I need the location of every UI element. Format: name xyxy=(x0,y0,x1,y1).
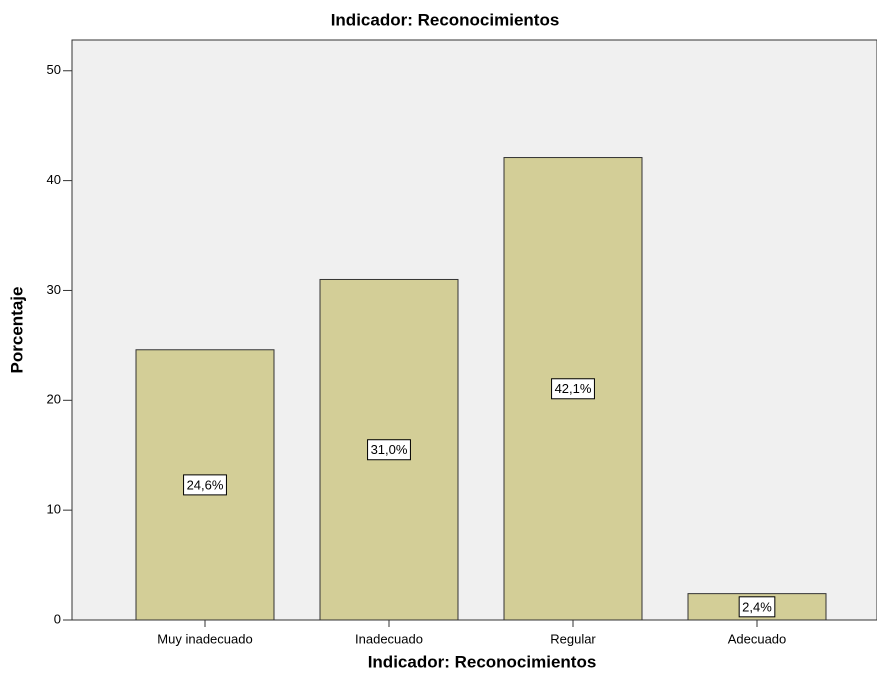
value-label: 31,0% xyxy=(371,442,408,457)
value-label: 24,6% xyxy=(187,477,224,492)
value-label: 42,1% xyxy=(555,381,592,396)
x-tick-label: Inadecuado xyxy=(355,631,423,646)
value-label: 2,4% xyxy=(742,599,772,614)
x-axis-label: Indicador: Reconocimientos xyxy=(368,652,597,671)
x-tick-label: Adecuado xyxy=(728,631,787,646)
x-tick-label: Muy inadecuado xyxy=(157,631,252,646)
chart-title: Indicador: Reconocimientos xyxy=(331,10,560,29)
value-label-box xyxy=(738,596,776,618)
y-tick-label: 50 xyxy=(47,62,61,77)
y-axis-label: Porcentaje xyxy=(7,287,26,374)
y-tick-label: 0 xyxy=(54,611,61,626)
y-tick-label: 10 xyxy=(47,502,61,517)
y-tick-label: 20 xyxy=(47,392,61,407)
x-tick-label: Regular xyxy=(550,631,596,646)
y-tick-label: 40 xyxy=(47,172,61,187)
value-label-box xyxy=(183,474,227,496)
y-tick-label: 30 xyxy=(47,282,61,297)
value-label-box xyxy=(367,439,411,461)
value-label-box xyxy=(551,378,595,400)
